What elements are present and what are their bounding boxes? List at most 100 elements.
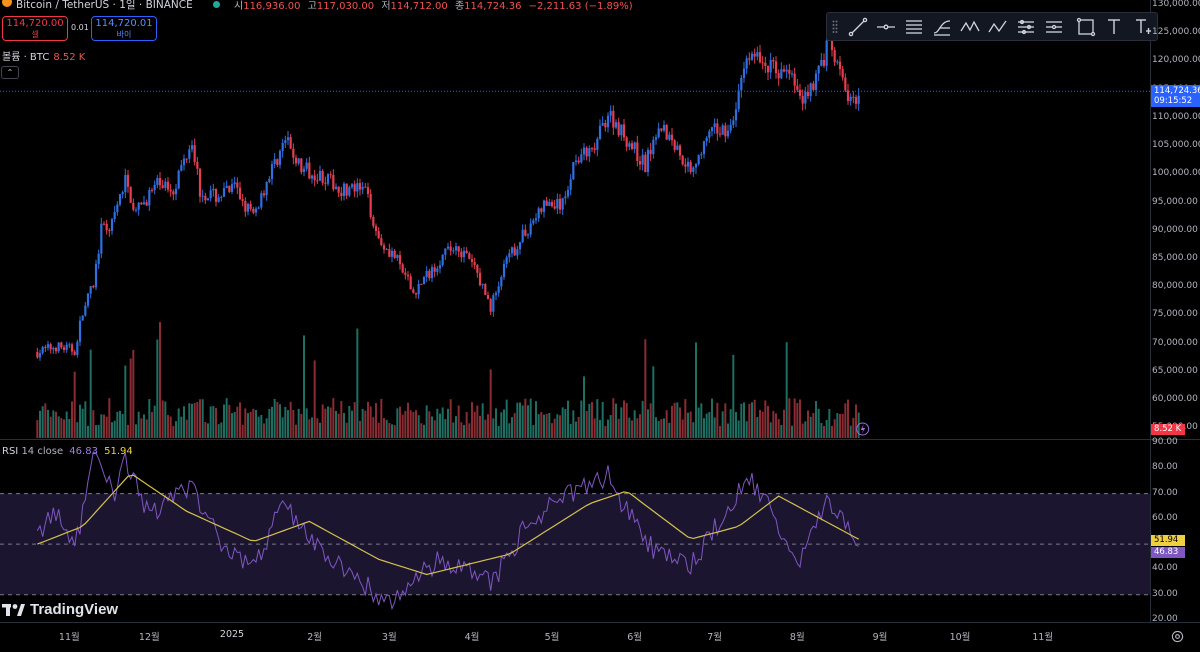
- buy-label: 바이: [116, 30, 132, 39]
- volume-bar: [159, 322, 161, 438]
- volume-legend[interactable]: 볼륨 · BTC 8.52 K: [2, 48, 85, 63]
- candle-body: [849, 96, 852, 101]
- tradingview-logo[interactable]: TradingView: [30, 601, 119, 618]
- candle-body: [321, 171, 324, 183]
- candle-body: [108, 230, 111, 232]
- volume-bar: [228, 404, 231, 438]
- volume-bar: [783, 409, 785, 438]
- volume-bar: [380, 398, 383, 438]
- candle-body: [796, 85, 799, 90]
- drag-handle-icon[interactable]: [832, 20, 838, 33]
- volume-bar: [708, 412, 711, 438]
- candle-body: [438, 265, 442, 269]
- buy-button[interactable]: 114,720.01 바이: [91, 16, 157, 41]
- candle-body: [564, 196, 567, 199]
- candle-body: [70, 344, 74, 352]
- candle-body: [654, 137, 658, 140]
- volume-bar: [287, 410, 289, 438]
- volume-bar: [201, 399, 204, 438]
- volume-bar: [231, 413, 233, 438]
- volume-bar: [801, 423, 804, 438]
- text-icon[interactable]: [1102, 15, 1126, 39]
- candle-body: [638, 161, 642, 165]
- volume-bar: [796, 403, 799, 438]
- candle-body: [92, 286, 95, 288]
- volume-bar: [455, 416, 457, 438]
- candle-body: [524, 229, 527, 236]
- candle-body: [817, 65, 820, 74]
- candle-body: [396, 255, 399, 258]
- candle-body: [577, 160, 580, 163]
- volume-bar: [369, 406, 372, 438]
- candle-body: [97, 253, 100, 264]
- candle-body: [574, 160, 578, 163]
- rsi-ma-tag: 51.94: [1151, 535, 1185, 546]
- candle-body: [681, 155, 684, 165]
- parallel-channel-icon[interactable]: [902, 15, 926, 39]
- symbol-title[interactable]: Bitcoin / TetherUS · 1일 · BINANCE: [16, 0, 193, 11]
- volume-bar: [577, 416, 580, 438]
- volume-bar: [788, 398, 791, 438]
- sell-button[interactable]: 114,720.00 셀: [2, 16, 68, 41]
- candle-body: [473, 262, 476, 265]
- candle-body: [374, 226, 378, 232]
- candle-body: [292, 148, 295, 158]
- volume-bar: [95, 425, 97, 438]
- candle-body: [52, 347, 55, 350]
- long-position-icon[interactable]: [1014, 15, 1038, 39]
- volume-bar: [452, 422, 455, 438]
- candle-body: [345, 183, 348, 196]
- volume-bar: [751, 402, 753, 438]
- rectangle-icon[interactable]: [1074, 15, 1098, 39]
- candle-body: [556, 198, 559, 209]
- volume-bar: [839, 413, 841, 438]
- candle-body: [334, 186, 338, 190]
- candle-body: [510, 247, 514, 254]
- candle-body: [214, 188, 218, 202]
- candle-body: [710, 127, 714, 132]
- candle-body: [457, 246, 460, 252]
- short-position-icon[interactable]: [1042, 15, 1066, 39]
- candle-body: [356, 183, 359, 192]
- trend-line-icon[interactable]: [846, 15, 870, 39]
- volume-bar: [511, 417, 513, 438]
- candle-body: [676, 145, 679, 150]
- rsi-value: 46.83: [69, 446, 98, 457]
- candle-body: [689, 161, 692, 172]
- rsi-legend[interactable]: RSI 14 close 46.83 51.94: [2, 446, 133, 457]
- xabcd-pattern-icon[interactable]: [958, 15, 982, 39]
- horizontal-ray-icon[interactable]: [874, 15, 898, 39]
- candle-body: [129, 186, 132, 203]
- candle-body: [316, 180, 319, 182]
- volume-bar: [857, 412, 860, 438]
- candle-body: [740, 77, 743, 91]
- volume-bar: [673, 402, 676, 438]
- volume-bar: [279, 404, 281, 438]
- rsi-axis-label: 60.00: [1152, 512, 1178, 523]
- time-axis-label: 8월: [789, 632, 805, 643]
- volume-bar: [209, 406, 212, 438]
- candle-body: [86, 293, 90, 306]
- candle-body: [500, 277, 503, 287]
- candle-body: [580, 154, 583, 163]
- fib-retracement-icon[interactable]: [930, 15, 954, 39]
- volume-bar: [671, 405, 673, 438]
- collapse-legend-button[interactable]: ⌃: [1, 66, 19, 79]
- candle-body: [612, 110, 615, 128]
- candle-body: [550, 202, 554, 207]
- volume-bar: [487, 414, 489, 438]
- volume-bar: [417, 415, 420, 438]
- volume-bar: [327, 406, 329, 438]
- candle-body: [150, 190, 154, 192]
- candle-body: [660, 128, 663, 131]
- abcd-pattern-icon[interactable]: [986, 15, 1010, 39]
- volume-bar: [153, 405, 156, 438]
- settings-gear-icon[interactable]: [1171, 630, 1184, 643]
- time-axis-label: 9월: [872, 632, 888, 643]
- candle-body: [268, 178, 271, 183]
- candle-body: [409, 276, 412, 290]
- volume-bar: [767, 406, 769, 438]
- volume-bar: [260, 414, 263, 438]
- text-tool-icon[interactable]: [1131, 15, 1155, 39]
